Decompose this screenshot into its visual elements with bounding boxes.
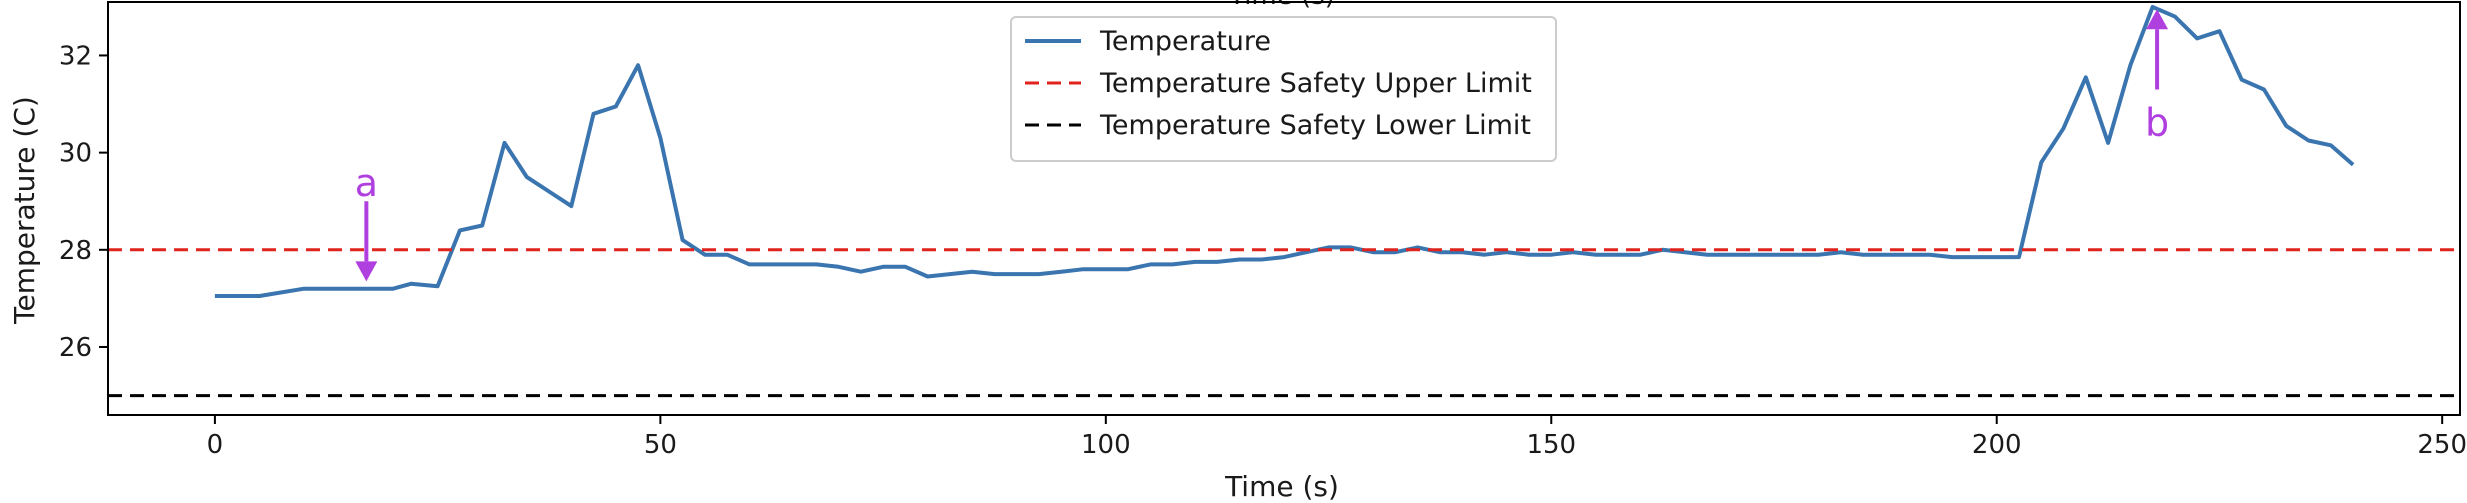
annotation-b-label: b [2145,100,2169,144]
x-tick-label: 100 [1081,430,1131,460]
annotation-a-label: a [355,161,378,205]
y-tick-label: 28 [59,236,92,266]
x-axis-label: Time (s) [1224,470,1339,503]
legend-label-temperature: Temperature [1099,26,1271,57]
legend-label-temperature-safety-lower-limit: Temperature Safety Lower Limit [1099,110,1531,141]
annotation-a-arrowhead [355,261,378,282]
x-tick-label: 150 [1526,430,1576,460]
legend-label-temperature-safety-upper-limit: Temperature Safety Upper Limit [1099,68,1532,99]
y-axis: 26 28 30 32 [59,41,108,363]
plot-area [108,4,2460,398]
plot-frame [107,1,2461,416]
temperature-line [214,4,2355,298]
x-tick-label: 0 [207,430,224,460]
top-clipped-label: Time (s) [1228,0,1335,11]
y-tick-label: 30 [59,139,92,169]
y-tick-label: 26 [59,333,92,363]
legend: Temperature Temperature Safety Upper Limi… [1010,16,1557,162]
x-tick-label: 250 [2417,430,2467,460]
x-axis: 0 50 100 150 200 250 [207,415,2467,460]
x-tick-label: 200 [1972,430,2022,460]
x-tick-label: 50 [644,430,677,460]
y-tick-label: 32 [59,41,92,71]
y-axis-label: Temperature (C) [8,96,41,325]
legend-box [1010,16,1557,162]
annotations-layer: ab [355,9,2169,282]
annotation-b-arrowhead [2146,9,2169,30]
